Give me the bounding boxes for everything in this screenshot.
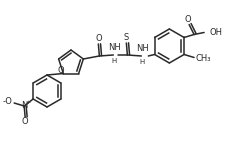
Text: O: O: [57, 66, 63, 75]
Text: OH: OH: [208, 28, 221, 37]
Text: N: N: [21, 102, 27, 111]
Text: O: O: [22, 118, 28, 126]
Text: CH₃: CH₃: [194, 54, 210, 63]
Text: -O: -O: [2, 97, 12, 106]
Text: H: H: [111, 58, 116, 64]
Text: NH: NH: [135, 44, 148, 53]
Text: H: H: [139, 59, 144, 65]
Text: +: +: [25, 101, 30, 105]
Text: O: O: [184, 15, 191, 24]
Text: S: S: [123, 33, 128, 43]
Text: O: O: [95, 35, 101, 44]
Text: NH: NH: [107, 43, 120, 52]
